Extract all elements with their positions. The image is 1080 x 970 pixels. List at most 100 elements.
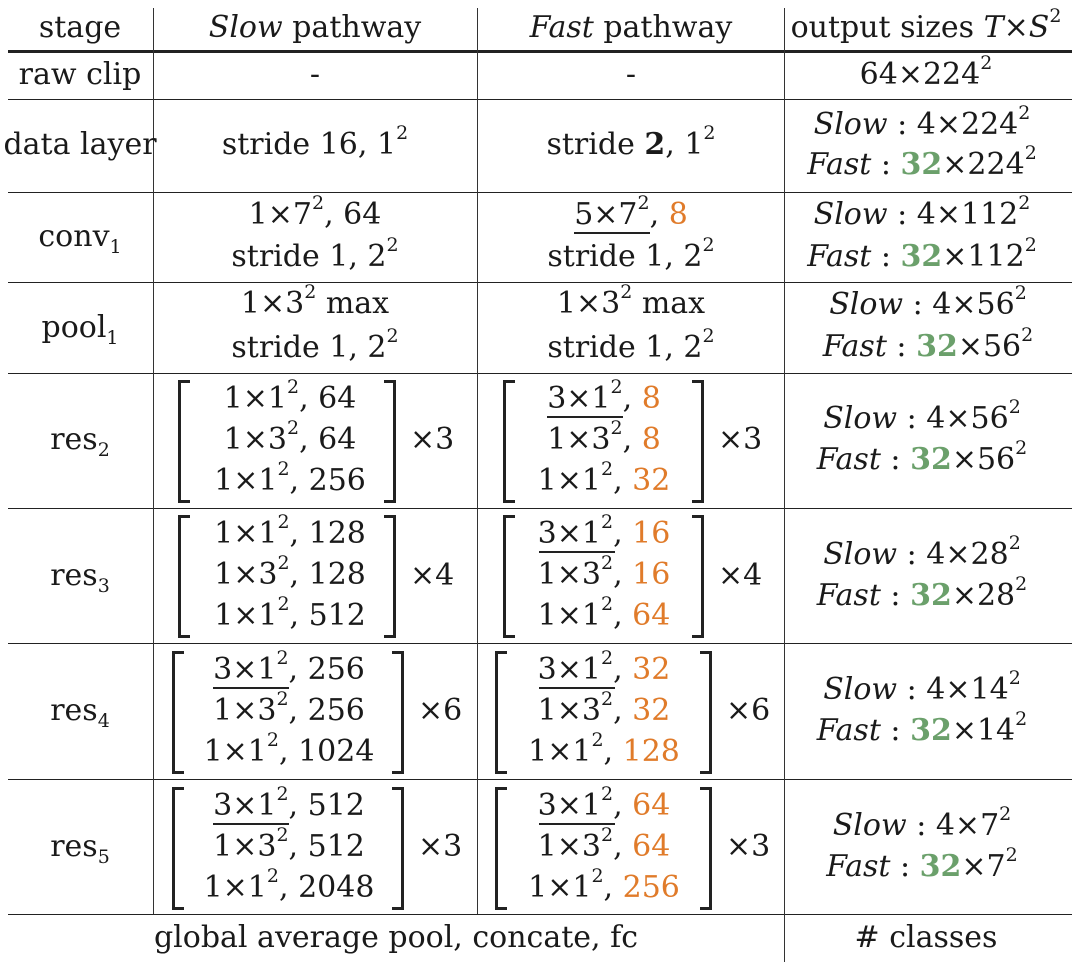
header-rule bbox=[8, 50, 1072, 53]
footer-head: global average pool, concate, fc bbox=[153, 920, 639, 955]
fast-conv1-kernel: 5×72, 8 bbox=[574, 192, 688, 233]
bracket-left bbox=[503, 515, 515, 638]
row-divider bbox=[8, 282, 1072, 283]
slow-res5-multiplier: ×3 bbox=[418, 829, 463, 864]
slow-res3-multiplier: ×4 bbox=[410, 558, 455, 593]
output-res5-fast: Fast : 32×72 bbox=[826, 844, 1018, 885]
output-res4-fast: Fast : 32×142 bbox=[816, 708, 1028, 749]
output-res5-slow: Slow : 4×72 bbox=[832, 803, 1012, 844]
output-res3-fast: Fast : 32×282 bbox=[816, 573, 1028, 614]
column-divider bbox=[784, 8, 785, 962]
stage-conv1: conv1 bbox=[38, 219, 122, 258]
output-data-layer-slow: Slow : 4×2242 bbox=[813, 102, 1031, 143]
slow-res2-line3: 1×12, 256 bbox=[214, 458, 366, 499]
output-res2-slow: Slow : 4×562 bbox=[823, 396, 1021, 437]
output-raw-clip: 64×2242 bbox=[859, 52, 993, 93]
slow-res4-line3: 1×12, 1024 bbox=[203, 729, 375, 770]
stage-res3: res3 bbox=[50, 558, 110, 597]
row-divider bbox=[8, 373, 1072, 374]
fast-pool1-stride: stride 1, 22 bbox=[547, 325, 715, 366]
bracket-right bbox=[692, 515, 704, 638]
row-divider bbox=[8, 643, 1072, 644]
fast-res5-line3: 1×12, 256 bbox=[528, 865, 680, 906]
output-pool1-slow: Slow : 4×562 bbox=[829, 282, 1027, 323]
bracket-left bbox=[172, 651, 184, 774]
bracket-right bbox=[692, 380, 704, 503]
row-divider bbox=[8, 508, 1072, 509]
fast-pool1-kernel: 1×32 max bbox=[556, 281, 706, 322]
output-res2-fast: Fast : 32×562 bbox=[816, 437, 1028, 478]
slow-res5-line2: 1×32, 512 bbox=[213, 824, 365, 865]
slow-res5-line1: 3×12, 512 bbox=[213, 783, 365, 824]
stage-res2: res2 bbox=[50, 422, 110, 461]
stage-raw-clip: raw clip bbox=[18, 57, 142, 92]
fast-res3-line2: 1×32, 16 bbox=[537, 552, 671, 593]
bracket-left bbox=[172, 787, 184, 910]
slow-res3-line3: 1×12, 512 bbox=[214, 593, 366, 634]
fast-res3-multiplier: ×4 bbox=[718, 558, 763, 593]
stage-data-layer: data layer bbox=[3, 127, 157, 162]
fast-res3-line3: 1×12, 64 bbox=[537, 593, 671, 634]
slow-raw-clip: - bbox=[309, 57, 321, 92]
temporal-kernel-underline bbox=[539, 551, 615, 553]
fast-res5-line2: 1×32, 64 bbox=[537, 824, 671, 865]
bracket-right bbox=[700, 651, 712, 774]
temporal-kernel-underline bbox=[574, 232, 650, 234]
header-fast-pathway: Fast pathway bbox=[529, 10, 733, 45]
temporal-kernel-underline bbox=[213, 823, 289, 825]
bracket-right bbox=[392, 787, 404, 910]
slow-res2-line2: 1×32, 64 bbox=[223, 417, 357, 458]
fast-raw-clip: - bbox=[625, 57, 637, 92]
temporal-kernel-underline bbox=[213, 687, 289, 689]
fast-res2-line3: 1×12, 32 bbox=[537, 458, 671, 499]
fast-res2-line1: 3×12, 8 bbox=[547, 376, 661, 417]
slow-conv1-kernel: 1×72, 64 bbox=[248, 192, 382, 233]
stage-pool1: pool1 bbox=[41, 310, 119, 349]
footer-classes: # classes bbox=[854, 920, 998, 955]
bracket-left bbox=[495, 787, 507, 910]
slow-res4-line2: 1×32, 256 bbox=[213, 688, 365, 729]
bracket-left bbox=[178, 515, 190, 638]
slow-pool1-kernel: 1×32 max bbox=[240, 281, 390, 322]
slow-res3-line2: 1×32, 128 bbox=[214, 552, 366, 593]
fast-res5-multiplier: ×3 bbox=[726, 829, 771, 864]
bracket-right bbox=[700, 787, 712, 910]
fast-res2-line2: 1×32, 8 bbox=[547, 417, 661, 458]
slow-res2-multiplier: ×3 bbox=[410, 422, 455, 457]
output-pool1-fast: Fast : 32×562 bbox=[822, 324, 1034, 365]
temporal-kernel-underline bbox=[547, 416, 623, 418]
column-divider bbox=[153, 8, 154, 914]
temporal-kernel-underline bbox=[539, 687, 615, 689]
slow-conv1-stride: stride 1, 22 bbox=[231, 234, 399, 275]
slow-res4-line1: 3×12, 256 bbox=[213, 647, 365, 688]
output-conv1-fast: Fast : 32×1122 bbox=[807, 234, 1037, 275]
slow-pool1-stride: stride 1, 22 bbox=[231, 325, 399, 366]
header-stage: stage bbox=[38, 10, 122, 45]
stage-res4: res4 bbox=[50, 693, 110, 732]
fast-res5-line1: 3×12, 64 bbox=[537, 783, 671, 824]
fast-res4-multiplier: ×6 bbox=[726, 693, 771, 728]
slow-data-layer: stride 16, 12 bbox=[221, 122, 409, 163]
output-res4-slow: Slow : 4×142 bbox=[823, 667, 1021, 708]
bracket-left bbox=[495, 651, 507, 774]
row-divider bbox=[8, 99, 1072, 100]
stage-res5: res5 bbox=[50, 829, 110, 868]
row-divider bbox=[8, 779, 1072, 780]
slow-res2-line1: 1×12, 64 bbox=[223, 376, 357, 417]
header-output-sizes: output sizes T×S2 bbox=[790, 5, 1062, 46]
output-conv1-slow: Slow : 4×1122 bbox=[813, 192, 1031, 233]
bracket-left bbox=[503, 380, 515, 503]
fast-res3-line1: 3×12, 16 bbox=[537, 511, 671, 552]
row-divider bbox=[8, 192, 1072, 193]
bracket-right bbox=[384, 515, 396, 638]
fast-res4-line3: 1×12, 128 bbox=[528, 729, 680, 770]
bracket-left bbox=[178, 380, 190, 503]
slow-res4-multiplier: ×6 bbox=[418, 693, 463, 728]
fast-res2-multiplier: ×3 bbox=[718, 422, 763, 457]
column-divider bbox=[477, 8, 478, 914]
row-divider bbox=[8, 914, 1072, 915]
fast-conv1-stride: stride 1, 22 bbox=[547, 234, 715, 275]
output-res3-slow: Slow : 4×282 bbox=[823, 532, 1021, 573]
bracket-right bbox=[384, 380, 396, 503]
